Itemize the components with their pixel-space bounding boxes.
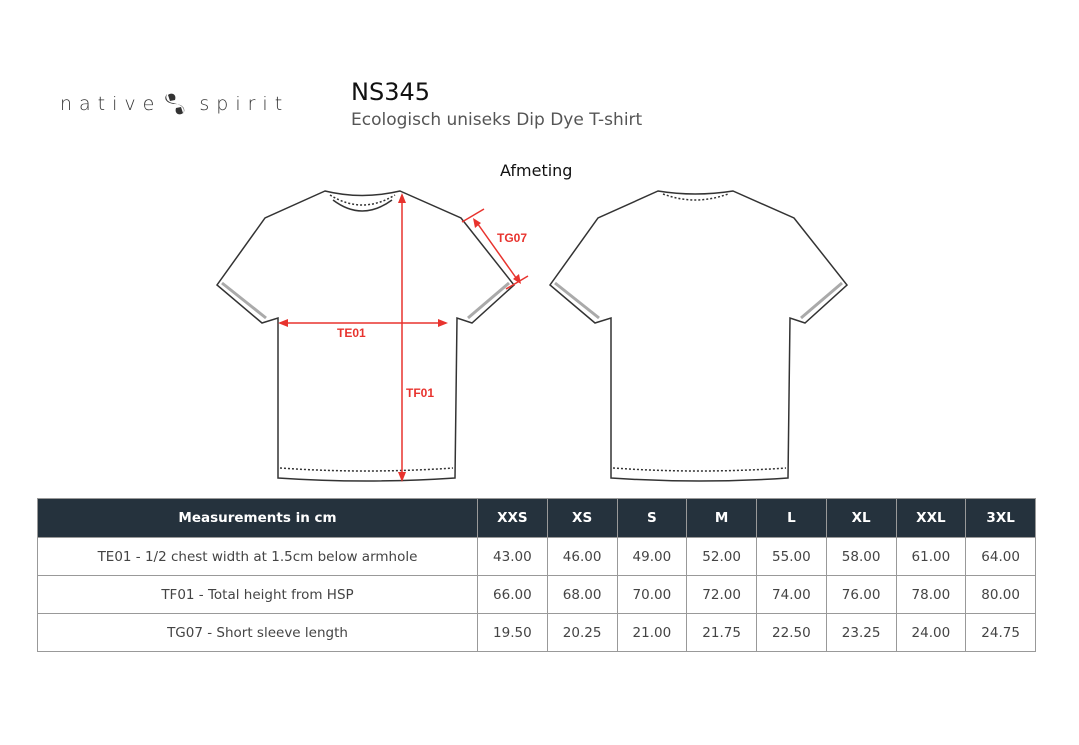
brand-logo: native spirit xyxy=(60,92,289,116)
cell-value: 78.00 xyxy=(895,575,967,614)
row-label: TE01 - 1/2 chest width at 1.5cm below ar… xyxy=(37,537,478,576)
measurement-arrows xyxy=(278,193,529,482)
cell-value: 23.25 xyxy=(825,613,897,652)
cell-value: 19.50 xyxy=(477,613,548,652)
header-measurements: Measurements in cm xyxy=(37,498,478,538)
cell-value: 21.75 xyxy=(686,613,757,652)
table-row: TE01 - 1/2 chest width at 1.5cm below ar… xyxy=(37,537,1036,576)
cell-value: 49.00 xyxy=(616,537,688,576)
table-row: TG07 - Short sleeve length 19.50 20.25 21.0… xyxy=(37,613,1036,652)
brand-right: spirit xyxy=(199,93,290,115)
cell-value: 74.00 xyxy=(756,575,827,614)
cell-value: 61.00 xyxy=(895,537,967,576)
tshirt-back xyxy=(548,190,849,482)
cell-value: 80.00 xyxy=(965,575,1036,614)
tshirt-front xyxy=(215,190,516,482)
size-table: Measurements in cm XXS XS S M L XL XXL 3… xyxy=(37,498,1036,652)
header-size: XS xyxy=(546,498,618,538)
header-size: S xyxy=(616,498,688,538)
table-row: TF01 - Total height from HSP 66.00 68.00 70… xyxy=(37,575,1036,614)
tshirt-diagram: TE01 TF01 TG07 xyxy=(215,190,849,482)
cell-value: 68.00 xyxy=(546,575,618,614)
cell-value: 64.00 xyxy=(965,537,1036,576)
height-label: TF01 xyxy=(406,386,434,400)
leaf-logo-icon xyxy=(165,93,185,115)
header-size: L xyxy=(756,498,827,538)
cell-value: 46.00 xyxy=(546,537,618,576)
cell-value: 55.00 xyxy=(756,537,827,576)
section-title: Afmeting xyxy=(500,161,573,180)
cell-value: 76.00 xyxy=(825,575,897,614)
chest-label: TE01 xyxy=(337,326,366,340)
cell-value: 52.00 xyxy=(686,537,757,576)
row-label: TF01 - Total height from HSP xyxy=(37,575,478,614)
row-label: TG07 - Short sleeve length xyxy=(37,613,478,652)
table-header-row: Measurements in cm XXS XS S M L XL XXL 3… xyxy=(37,498,1036,538)
cell-value: 43.00 xyxy=(477,537,548,576)
cell-value: 70.00 xyxy=(616,575,688,614)
sleeve-label: TG07 xyxy=(497,231,527,245)
cell-value: 24.75 xyxy=(965,613,1036,652)
product-name: Ecologisch uniseks Dip Dye T-shirt xyxy=(351,110,643,130)
header-size: XL xyxy=(825,498,897,538)
product-code: NS345 xyxy=(351,78,430,106)
cell-value: 20.25 xyxy=(546,613,618,652)
cell-value: 24.00 xyxy=(895,613,967,652)
cell-value: 22.50 xyxy=(756,613,827,652)
header-size: 3XL xyxy=(965,498,1036,538)
cell-value: 58.00 xyxy=(825,537,897,576)
header-size: XXL xyxy=(895,498,967,538)
header-size: M xyxy=(686,498,757,538)
sleeve-arrow xyxy=(474,219,520,283)
cell-value: 66.00 xyxy=(477,575,548,614)
cell-value: 21.00 xyxy=(616,613,688,652)
cell-value: 72.00 xyxy=(686,575,757,614)
brand-left: native xyxy=(60,93,162,115)
header-size: XXS xyxy=(477,498,548,538)
